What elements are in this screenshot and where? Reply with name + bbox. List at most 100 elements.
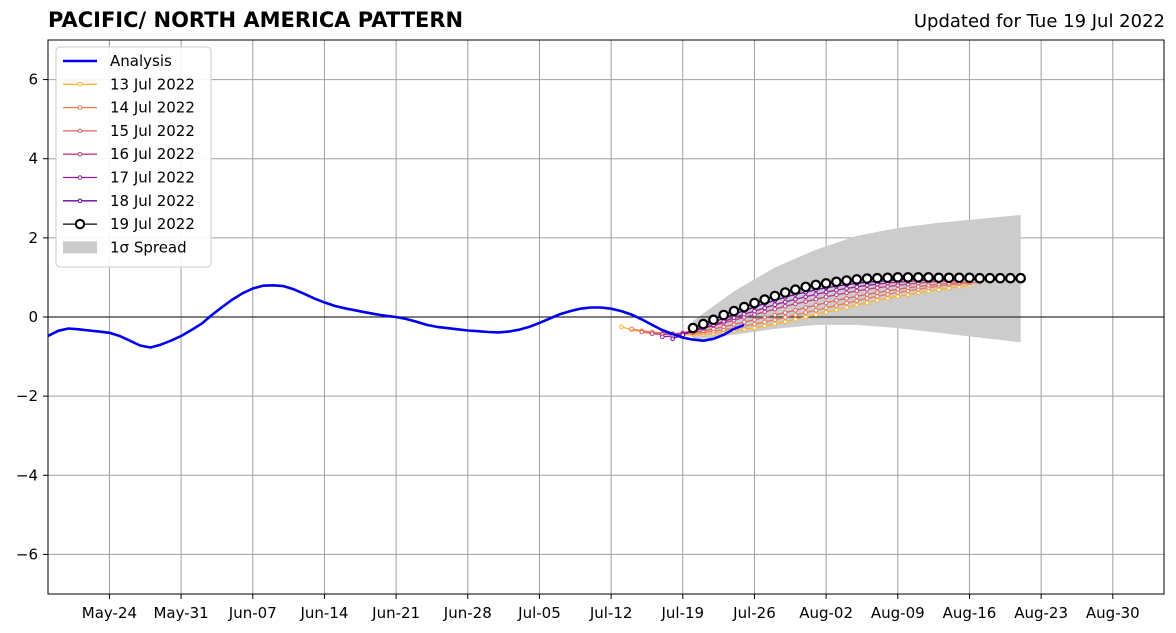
forecast-point	[762, 305, 768, 311]
forecast-point	[844, 305, 849, 310]
forecast-point	[933, 272, 945, 284]
forecast-point	[875, 294, 880, 299]
forecast-point	[793, 317, 798, 322]
x-tick-label: Jul-05	[517, 604, 561, 622]
y-tick-label: 6	[28, 71, 38, 89]
forecast-point	[762, 319, 768, 325]
forecast-point	[660, 334, 665, 340]
forecast-point	[762, 315, 768, 320]
y-tick-label: −4	[16, 466, 38, 484]
forecast-point	[639, 329, 645, 335]
forecast-point	[752, 321, 757, 327]
forecast-point	[882, 272, 893, 284]
y-tick-label: 0	[28, 308, 38, 326]
legend: Analysis 13 Jul 2022 14 Jul 2022 15 Jul 202…	[55, 46, 212, 268]
forecast-point	[793, 301, 798, 307]
forecast-point	[772, 321, 778, 327]
y-tick-label: −6	[16, 545, 38, 563]
x-tick-label: Jun-14	[299, 604, 348, 622]
forecast-point	[670, 336, 675, 342]
y-axis-ticks: −6 −4 −2 0 2 4 6	[16, 71, 48, 563]
forecast-point	[823, 294, 829, 300]
forecast-point	[823, 310, 829, 315]
forecast-point	[854, 302, 860, 308]
forecast-point	[864, 296, 870, 301]
forecast-point	[831, 276, 842, 288]
forecast-point	[813, 292, 819, 297]
legend-marker	[77, 105, 83, 110]
legend-label: 13 Jul 2022	[110, 75, 195, 93]
forecast-point	[813, 308, 819, 313]
x-axis-ticks: May-24 May-31 Jun-07 Jun-14 Jun-21 Jun-28 Jul-…	[82, 594, 1140, 622]
legend-label: Analysis	[110, 52, 172, 70]
forecast-point	[902, 272, 914, 283]
forecast-point	[619, 324, 624, 330]
forecast-point	[926, 289, 931, 294]
forecast-point	[861, 273, 873, 284]
forecast-point	[697, 318, 709, 330]
forecast-point	[741, 319, 747, 325]
x-tick-label: Aug-16	[943, 604, 997, 622]
forecast-point	[772, 306, 778, 312]
forecast-point	[687, 322, 699, 334]
legend-label: 19 Jul 2022	[110, 215, 195, 233]
y-tick-label: 2	[28, 229, 38, 247]
forecast-point	[779, 287, 791, 298]
x-tick-label: Jul-12	[589, 604, 633, 622]
forecast-point	[803, 314, 809, 320]
forecast-point	[854, 298, 860, 304]
forecast-point	[834, 307, 839, 313]
forecast-point	[793, 296, 798, 302]
forecast-point	[864, 292, 870, 297]
forecast-point	[844, 296, 849, 301]
legend-label: 18 Jul 2022	[110, 192, 195, 210]
forecast-point	[885, 296, 890, 301]
forecast-point	[916, 290, 921, 296]
legend-label: 15 Jul 2022	[110, 122, 195, 140]
y-tick-label: −2	[16, 387, 38, 405]
final-forecast-layer	[687, 272, 1026, 334]
forecast-point	[813, 312, 819, 317]
forecast-point	[823, 300, 829, 306]
analysis-layer	[47, 283, 745, 349]
forecast-point	[649, 331, 655, 336]
legend-label: 16 Jul 2022	[110, 145, 195, 163]
forecast-point	[782, 319, 788, 325]
forecast-point	[810, 279, 822, 291]
forecast-point	[782, 315, 788, 320]
x-tick-label: Jun-28	[443, 604, 492, 622]
legend-marker	[77, 198, 83, 204]
legend-marker	[77, 151, 83, 157]
forecast-point	[708, 314, 719, 326]
forecast-point	[813, 302, 819, 308]
x-tick-label: May-24	[82, 604, 137, 622]
x-tick-label: Jun-21	[371, 604, 420, 622]
legend-marker	[74, 218, 86, 230]
x-tick-label: Jul-26	[732, 604, 776, 622]
forecast-point	[895, 287, 901, 292]
forecast-point	[923, 272, 934, 283]
forecast-point	[936, 287, 942, 293]
forecast-point	[752, 317, 757, 323]
forecast-point	[841, 275, 852, 286]
forecast-point	[953, 272, 965, 284]
forecast-point	[769, 290, 781, 302]
forecast-point	[772, 312, 778, 318]
forecast-point	[749, 297, 760, 309]
forecast-point	[793, 312, 798, 318]
forecast-point	[895, 294, 901, 299]
legend-label: 14 Jul 2022	[110, 99, 195, 117]
forecast-point	[718, 309, 729, 321]
forecast-point	[875, 290, 880, 295]
x-tick-label: Jun-07	[228, 604, 277, 622]
forecast-point	[803, 294, 809, 300]
y-tick-label: 4	[28, 150, 38, 168]
forecast-point	[854, 294, 860, 299]
forecast-point	[851, 274, 863, 285]
x-tick-label: May-31	[153, 604, 208, 622]
forecast-point	[1005, 272, 1016, 284]
x-tick-label: Aug-09	[871, 604, 925, 622]
forecast-point	[629, 326, 634, 332]
forecast-point	[912, 272, 924, 283]
forecast-point	[844, 300, 849, 306]
